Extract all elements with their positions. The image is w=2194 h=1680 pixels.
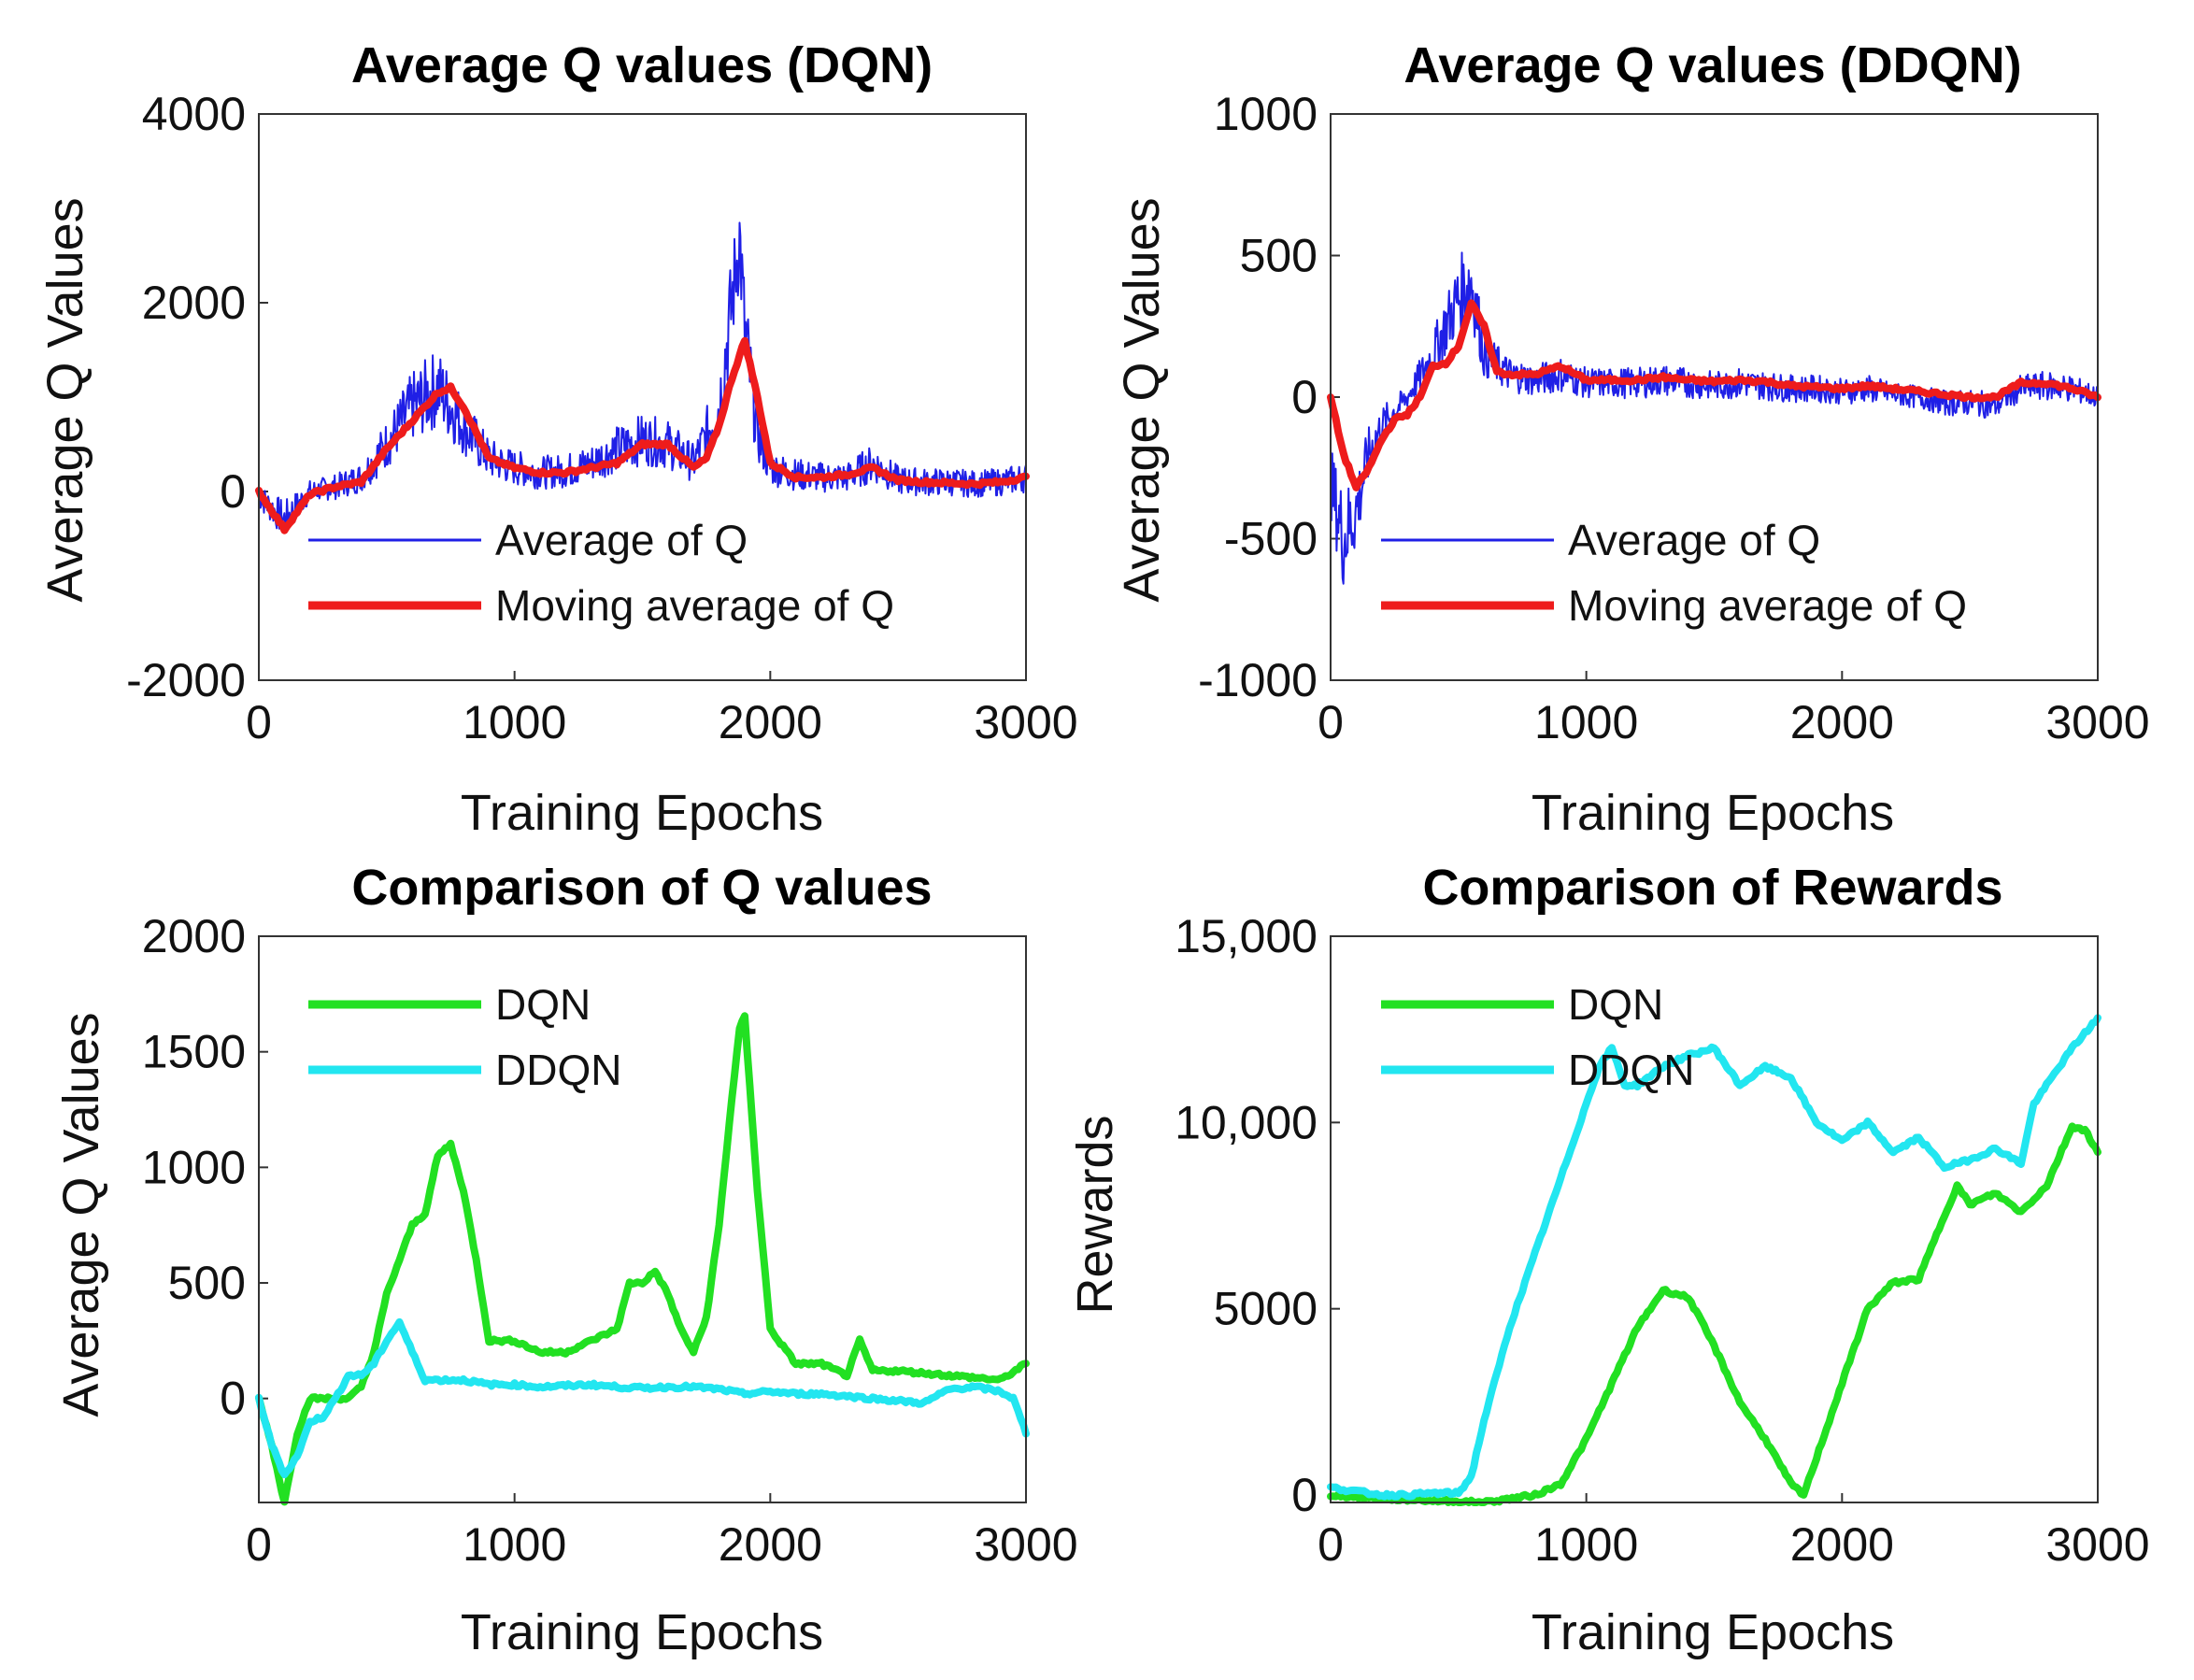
y-tick-label: 5000 xyxy=(1214,1283,1318,1335)
y-tick-label: -2000 xyxy=(126,654,246,706)
legend-entry: DQN xyxy=(495,980,591,1029)
y-tick-label: 4000 xyxy=(142,88,246,140)
x-tick-label: 3000 xyxy=(2045,1518,2149,1571)
legend: DQN DDQN xyxy=(308,980,621,1094)
legend: Average of Q Moving average of Q xyxy=(1381,516,1967,630)
x-tick-label: 0 xyxy=(246,1518,272,1571)
series-line-dqn xyxy=(1327,1122,2101,1506)
tick-labels: 0 1000 2000 3000 0 500 1000 1500 2000 xyxy=(142,910,1078,1571)
panel-dqn-q-values: Average Q values (DQN) Training Epochs A… xyxy=(37,37,1078,841)
chart-title: Average Q values (DQN) xyxy=(351,37,933,93)
x-tick-label: 0 xyxy=(1318,1518,1344,1571)
series-line-dqn xyxy=(255,1012,1030,1506)
x-axis-label: Training Epochs xyxy=(1532,785,1894,841)
x-tick-label: 2000 xyxy=(1790,696,1894,748)
series-line-ddqn xyxy=(1327,1014,2101,1501)
legend-entry: Moving average of Q xyxy=(495,581,894,630)
y-tick-label: 2000 xyxy=(142,910,246,962)
y-tick-label: 2000 xyxy=(142,277,246,329)
x-tick-label: 3000 xyxy=(2045,696,2149,748)
x-axis-label: Training Epochs xyxy=(461,1604,823,1660)
series-lines xyxy=(1327,1014,2101,1506)
plot-frame xyxy=(258,935,1027,1503)
legend-entry: Average of Q xyxy=(495,516,748,564)
x-tick-label: 1000 xyxy=(463,1518,566,1571)
tick-labels: 0 1000 2000 3000 0 5000 10,000 15,000 xyxy=(1175,910,2150,1571)
y-tick-label: 1500 xyxy=(142,1026,246,1078)
series-line-moving-average-of-q xyxy=(1327,299,2101,491)
chart-title: Comparison of Rewards xyxy=(1422,860,2002,916)
y-tick-label: 1000 xyxy=(1214,88,1318,140)
series-lines xyxy=(255,221,1030,534)
legend-entry: DDQN xyxy=(495,1046,621,1094)
x-tick-label: 2000 xyxy=(719,1518,822,1571)
y-tick-label: 10,000 xyxy=(1175,1096,1318,1148)
x-tick-label: 1000 xyxy=(1534,696,1638,748)
panel-comparison-q-values: Comparison of Q values Training Epochs A… xyxy=(53,860,1078,1660)
y-tick-label: 0 xyxy=(220,1373,246,1425)
panel-comparison-rewards: Comparison of Rewards Training Epochs Re… xyxy=(1067,860,2150,1660)
x-axis-label: Training Epochs xyxy=(461,785,823,841)
series-line-moving-average-of-q xyxy=(255,336,1030,534)
chart-title: Average Q values (DDQN) xyxy=(1403,37,2021,93)
series-line-average-of-q xyxy=(258,221,1027,532)
legend: DQN DDQN xyxy=(1381,980,1694,1094)
y-tick-label: 500 xyxy=(1240,230,1318,282)
chart-title: Comparison of Q values xyxy=(351,860,932,916)
y-axis-label: Average Q Values xyxy=(53,1012,109,1417)
series-lines xyxy=(1327,251,2101,585)
y-axis-label: Rewards xyxy=(1067,1115,1123,1314)
plot-frame xyxy=(1330,935,2099,1503)
y-tick-label: 0 xyxy=(220,465,246,518)
x-tick-label: 3000 xyxy=(974,1518,1077,1571)
x-tick-label: 0 xyxy=(1318,696,1344,748)
x-tick-label: 3000 xyxy=(974,696,1077,748)
y-axis-label: Average Q Values xyxy=(1114,197,1170,602)
y-tick-label: -1000 xyxy=(1198,654,1318,706)
y-tick-label: 500 xyxy=(168,1257,246,1309)
x-tick-label: 1000 xyxy=(463,696,566,748)
plot-frame xyxy=(1330,113,2099,681)
y-axis-label: Average Q Values xyxy=(37,197,93,602)
y-tick-label: 15,000 xyxy=(1175,910,1318,962)
legend-entry: Average of Q xyxy=(1568,516,1820,564)
legend-entry: Moving average of Q xyxy=(1568,581,1967,630)
y-tick-label: -500 xyxy=(1224,513,1318,565)
y-tick-label: 0 xyxy=(1291,1469,1318,1521)
legend-entry: DDQN xyxy=(1568,1046,1694,1094)
panel-ddqn-q-values: Average Q values (DDQN) Training Epochs … xyxy=(1114,37,2150,841)
x-tick-label: 2000 xyxy=(719,696,822,748)
legend-entry: DQN xyxy=(1568,980,1663,1029)
y-tick-label: 0 xyxy=(1291,371,1318,423)
y-tick-label: 1000 xyxy=(142,1141,246,1193)
series-line-ddqn xyxy=(255,1317,1030,1479)
series-lines xyxy=(255,1012,1030,1506)
legend: Average of Q Moving average of Q xyxy=(308,516,894,630)
plot-frame xyxy=(258,113,1027,681)
x-axis-label: Training Epochs xyxy=(1532,1604,1894,1660)
x-tick-label: 1000 xyxy=(1534,1518,1638,1571)
x-tick-label: 0 xyxy=(246,696,272,748)
tick-labels: 0 1000 2000 3000 -1000 -500 0 500 1000 xyxy=(1198,88,2150,748)
x-tick-label: 2000 xyxy=(1790,1518,1894,1571)
